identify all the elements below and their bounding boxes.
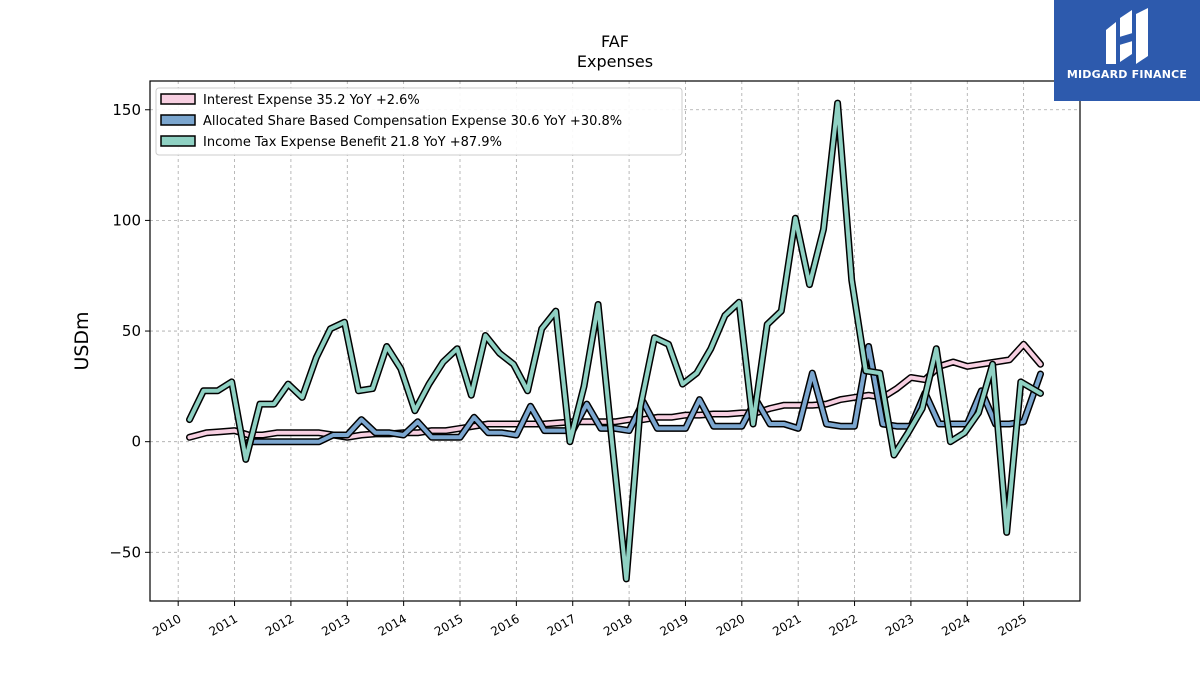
legend-swatch-share-comp [160, 114, 196, 126]
x-tick-label: 2022 [827, 611, 860, 638]
x-tick-label: 2021 [770, 611, 803, 638]
brand-logo-text: MIDGARD FINANCE [1066, 68, 1188, 81]
x-tick-label: 2013 [319, 611, 352, 638]
x-tick-label: 2024 [939, 611, 972, 638]
midgard-logo-icon [1106, 8, 1148, 64]
y-axis-label: USDm [71, 311, 93, 370]
grid [150, 81, 1080, 601]
x-tick-label: 2020 [714, 611, 747, 638]
y-tick-label: 0 [131, 433, 141, 451]
x-tick-label: 2023 [883, 611, 916, 638]
x-tick-label: 2025 [996, 611, 1029, 638]
x-tick-label: 2012 [263, 611, 296, 638]
series-income-tax-outline [186, 99, 1044, 583]
legend-swatch-interest [160, 93, 196, 105]
x-axis: 2010 2011 2012 2013 2014 2015 2016 2017 2018 2019… [150, 601, 1029, 639]
legend-label-share-comp: Allocated Share Based Compensation Expen… [203, 114, 622, 129]
chart-subtitle: Expenses [577, 52, 653, 71]
x-tick-label: 2016 [488, 611, 521, 638]
plot-frame [149, 80, 1081, 602]
y-tick-label: −50 [109, 543, 141, 561]
y-axis: −50 0 50 100 150 [109, 101, 150, 561]
legend-swatch-income-tax [160, 135, 196, 147]
brand-logo: MIDGARD FINANCE [1054, 0, 1200, 101]
x-tick-label: 2019 [658, 611, 691, 638]
plot-area [186, 99, 1044, 583]
x-tick-label: 2014 [376, 611, 409, 638]
legend: Interest Expense 35.2 YoY +2.6% Allocate… [155, 87, 683, 156]
series-income-tax-line [187, 101, 1043, 581]
legend-label-interest: Interest Expense 35.2 YoY +2.6% [203, 93, 420, 108]
x-tick-label: 2011 [207, 611, 240, 638]
y-tick-label: 50 [122, 322, 141, 340]
x-tick-label: 2015 [432, 611, 465, 638]
x-tick-label: 2018 [601, 611, 634, 638]
x-tick-label: 2017 [545, 611, 578, 638]
chart-title: FAF [601, 32, 629, 51]
y-tick-label: 150 [112, 101, 141, 119]
legend-label-income-tax: Income Tax Expense Benefit 21.8 YoY +87.… [203, 135, 502, 150]
y-tick-label: 100 [112, 211, 141, 229]
x-tick-label: 2010 [150, 611, 183, 638]
legend-box [155, 87, 683, 156]
